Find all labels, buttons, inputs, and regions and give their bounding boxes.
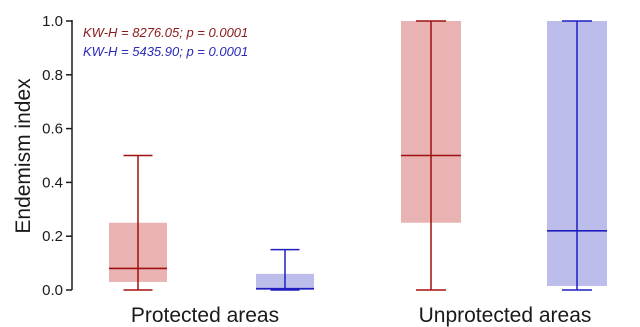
box-plot <box>547 20 607 291</box>
y-axis-label: Endemism index <box>12 78 35 234</box>
stat-annotation: KW-H = 8276.05; p = 0.0001 <box>83 25 248 40</box>
stat-annotation: KW-H = 5435.90; p = 0.0001 <box>83 44 248 59</box>
y-tick-label: 0.6 <box>42 121 63 138</box>
y-tick-label: 0.2 <box>42 228 63 245</box>
y-tick-label: 0.4 <box>42 174 63 191</box>
box-plot <box>401 20 461 291</box>
x-category-label: Unprotected areas <box>419 304 592 327</box>
axes: 0.0 0.2 0.4 0.6 0.8 1.0 Endemism index Protecte… <box>12 13 591 327</box>
y-tick-label: 0.0 <box>42 282 63 299</box>
annotations: KW-H = 8276.05; p = 0.0001 KW-H = 5435.90… <box>83 25 248 59</box>
box-plot <box>109 154 167 291</box>
y-tick-label: 1.0 <box>42 13 63 30</box>
x-category-label: Protected areas <box>131 304 279 327</box>
box-plots <box>109 20 607 291</box>
box-plot <box>256 248 314 291</box>
y-tick-label: 0.8 <box>42 67 63 84</box>
